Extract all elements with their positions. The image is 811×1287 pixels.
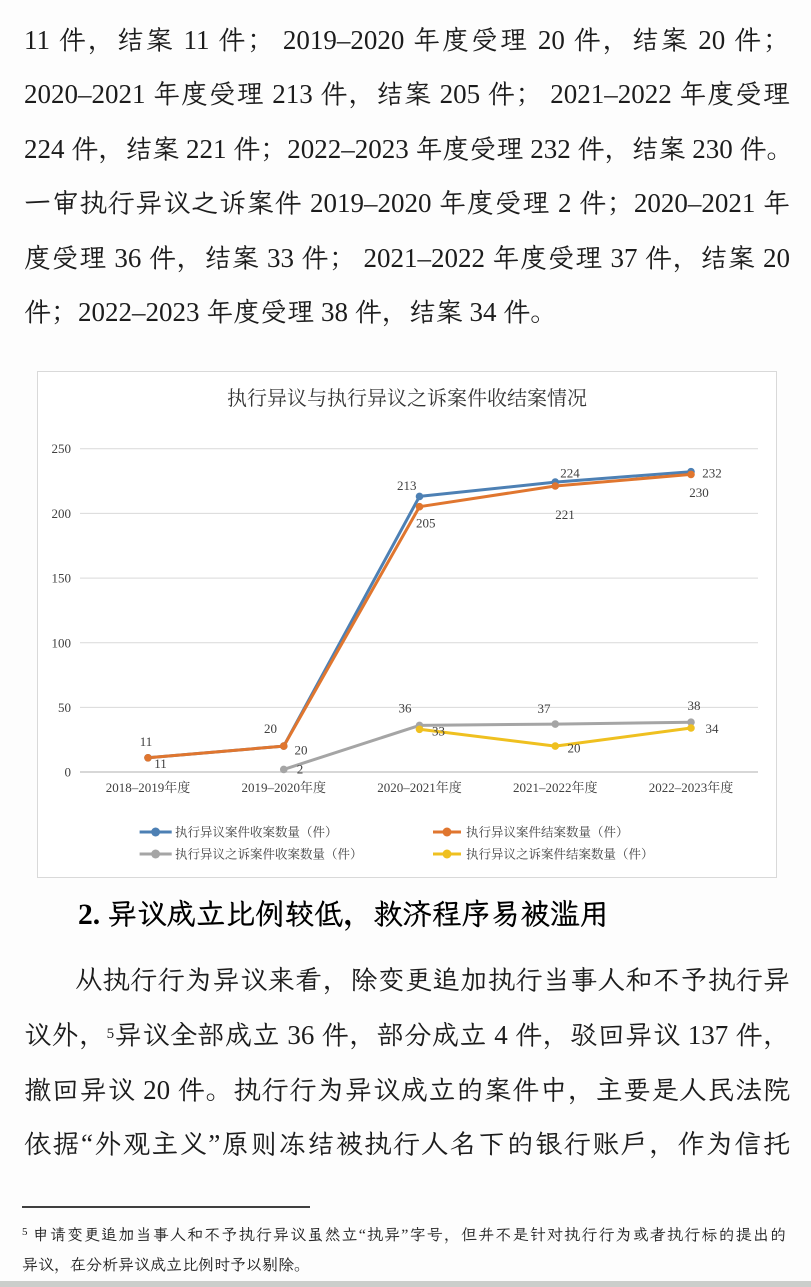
svg-text:224: 224 (560, 465, 580, 480)
svg-text:100: 100 (52, 635, 72, 650)
svg-text:221: 221 (555, 507, 575, 522)
svg-text:34: 34 (706, 721, 720, 736)
svg-text:20: 20 (264, 721, 277, 736)
svg-text:执行异议之诉案件收案数量（件）: 执行异议之诉案件收案数量（件） (175, 847, 363, 862)
svg-text:213: 213 (397, 478, 417, 493)
svg-text:33: 33 (432, 724, 445, 739)
svg-text:36: 36 (399, 701, 413, 716)
svg-text:205: 205 (416, 515, 436, 530)
svg-text:37: 37 (538, 701, 552, 716)
svg-text:232: 232 (702, 465, 722, 480)
svg-text:执行异议案件收案数量（件）: 执行异议案件收案数量（件） (175, 825, 338, 840)
svg-text:2018–2019年度: 2018–2019年度 (106, 780, 191, 795)
svg-text:执行异议之诉案件结案数量（件）: 执行异议之诉案件结案数量（件） (466, 847, 654, 862)
svg-text:2022–2023年度: 2022–2023年度 (649, 780, 734, 795)
svg-text:执行异议案件结案数量（件）: 执行异议案件结案数量（件） (466, 825, 629, 840)
svg-text:38: 38 (688, 698, 701, 713)
svg-text:执行异议与执行异议之诉案件收结案情况: 执行异议与执行异议之诉案件收结案情况 (227, 387, 587, 410)
svg-text:200: 200 (52, 506, 72, 521)
svg-text:20: 20 (295, 743, 308, 758)
svg-text:2019–2020年度: 2019–2020年度 (241, 780, 326, 795)
svg-text:230: 230 (689, 485, 709, 500)
svg-text:2: 2 (297, 762, 304, 777)
svg-text:250: 250 (52, 441, 72, 456)
svg-text:150: 150 (52, 571, 72, 586)
svg-text:50: 50 (58, 700, 71, 715)
svg-text:2021–2022年度: 2021–2022年度 (513, 780, 598, 795)
svg-text:11: 11 (154, 756, 167, 771)
svg-text:0: 0 (65, 765, 72, 780)
svg-text:20: 20 (568, 741, 581, 756)
svg-text:11: 11 (140, 734, 153, 749)
svg-text:2020–2021年度: 2020–2021年度 (377, 780, 462, 795)
